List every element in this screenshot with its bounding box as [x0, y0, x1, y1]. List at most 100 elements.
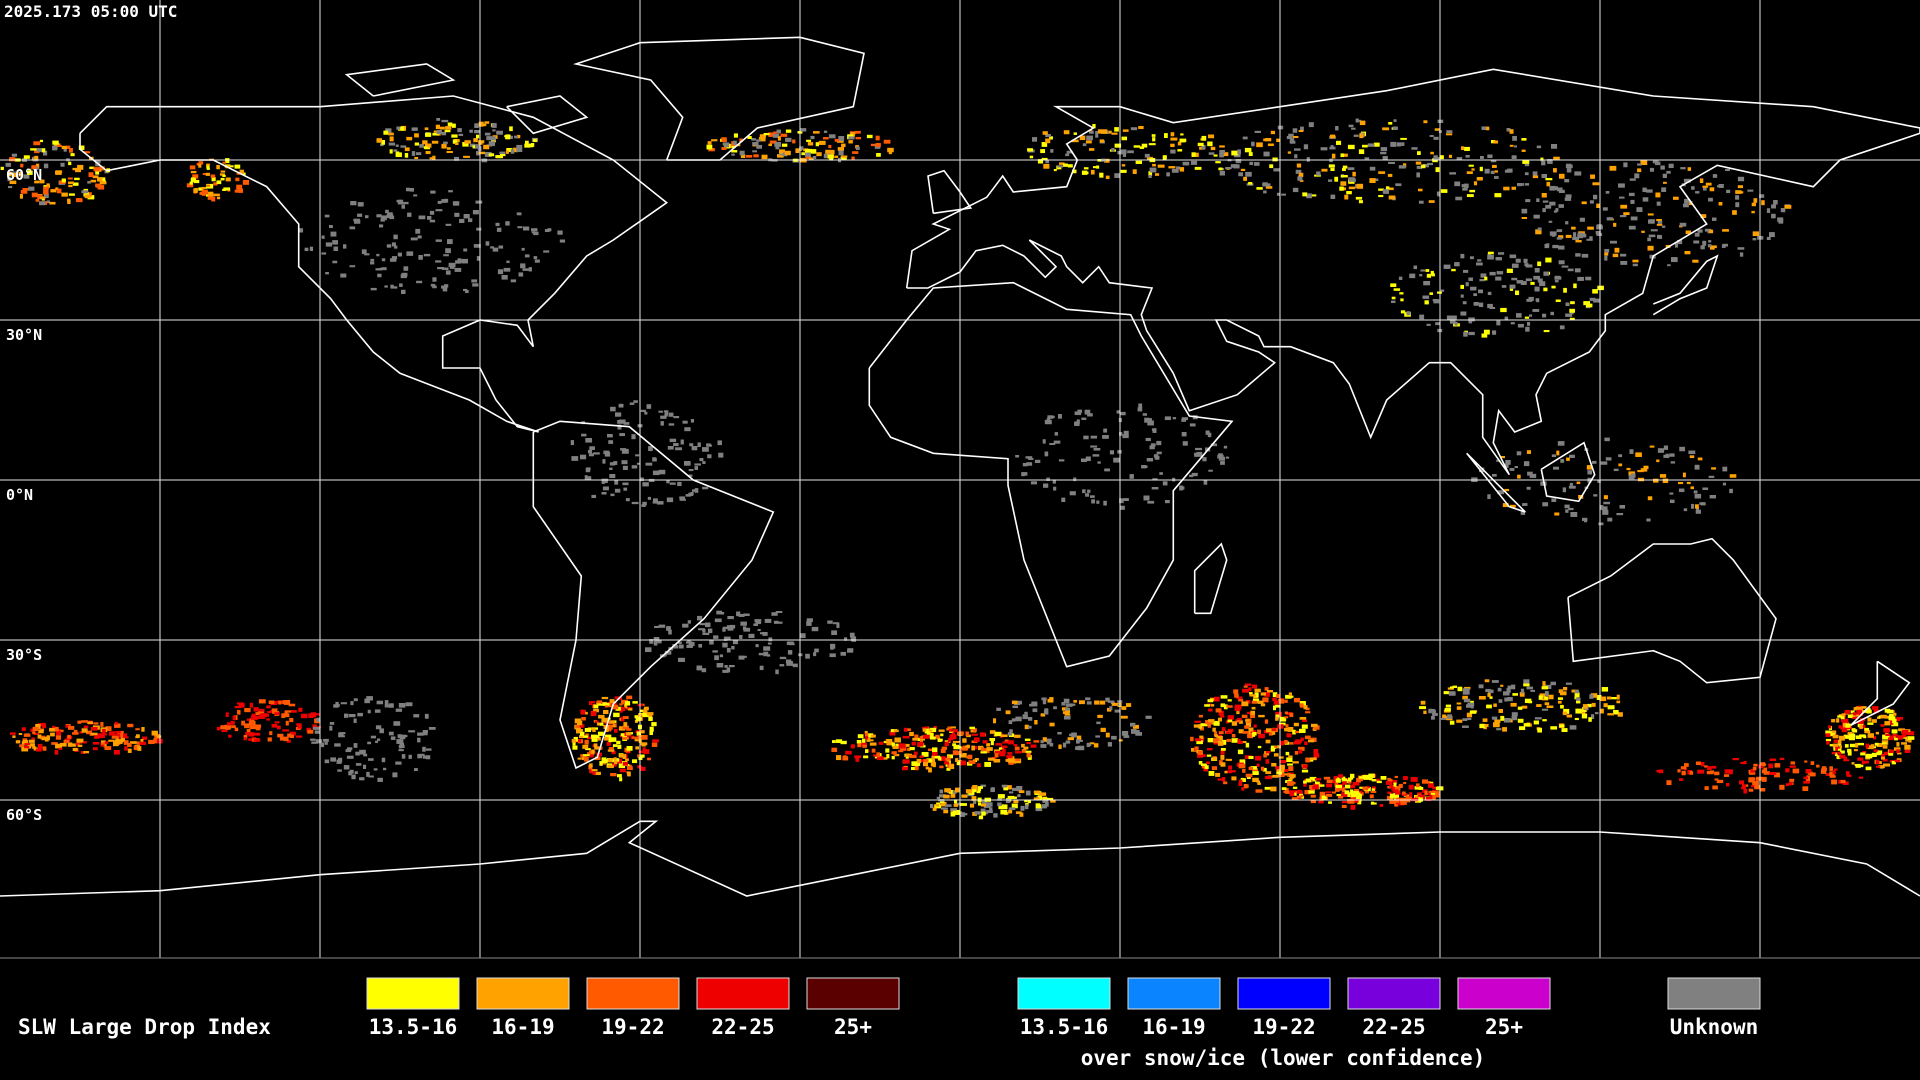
- precip-pixel: [1490, 170, 1495, 175]
- precip-pixel: [1041, 697, 1047, 701]
- precip-pixel: [1203, 479, 1208, 485]
- precip-pixel: [1726, 189, 1731, 194]
- precip-pixel: [1642, 197, 1649, 202]
- precip-pixel: [591, 737, 598, 742]
- precip-pixel: [828, 144, 832, 149]
- precip-pixel: [268, 700, 275, 705]
- precip-pixel: [1231, 738, 1239, 743]
- precip-pixel: [682, 420, 688, 424]
- precip-pixel: [1843, 759, 1850, 762]
- precip-pixel: [1230, 164, 1237, 168]
- precip-pixel: [370, 735, 376, 739]
- precip-pixel: [388, 142, 396, 146]
- precip-pixel: [1004, 739, 1009, 743]
- precip-pixel: [1118, 739, 1123, 742]
- precip-pixel: [1876, 743, 1883, 747]
- precip-pixel: [705, 622, 711, 628]
- precip-pixel: [423, 253, 431, 257]
- precip-pixel: [949, 734, 955, 739]
- precip-pixel: [1571, 689, 1578, 693]
- precip-pixel: [1225, 770, 1233, 774]
- precip-pixel: [1565, 302, 1570, 307]
- precip-pixel: [811, 626, 819, 632]
- precip-pixel: [1487, 303, 1493, 309]
- precip-pixel: [617, 424, 622, 430]
- precip-pixel: [246, 718, 252, 721]
- precip-pixel: [938, 757, 942, 761]
- precip-pixel: [115, 738, 119, 741]
- precip-pixel: [1391, 296, 1396, 300]
- precip-pixel: [669, 438, 677, 443]
- precip-pixel: [343, 244, 347, 249]
- precip-pixel: [285, 720, 289, 726]
- precip-pixel: [7, 176, 12, 182]
- precip-pixel: [50, 732, 55, 737]
- precip-pixel: [230, 720, 235, 725]
- precip-pixel: [1012, 759, 1017, 764]
- precip-pixel: [1500, 684, 1504, 687]
- precip-pixel: [244, 723, 250, 729]
- precip-pixel: [1864, 727, 1870, 731]
- precip-pixel: [1111, 735, 1117, 740]
- precip-pixel: [1619, 505, 1625, 509]
- precip-pixel: [304, 247, 309, 252]
- precip-pixel: [579, 731, 585, 736]
- precip-pixel: [1394, 802, 1399, 807]
- precip-pixel: [654, 639, 662, 644]
- precip-pixel: [1079, 135, 1086, 141]
- precip-pixel: [1487, 154, 1493, 158]
- precip-pixel: [1221, 727, 1226, 731]
- precip-pixel: [925, 766, 929, 770]
- precip-pixel: [1197, 750, 1204, 755]
- precip-pixel: [472, 283, 479, 287]
- precip-pixel: [1040, 744, 1047, 748]
- precip-pixel: [1218, 167, 1223, 171]
- precip-pixel: [1049, 722, 1055, 727]
- precip-pixel: [682, 623, 689, 628]
- precip-pixel: [1084, 409, 1091, 415]
- precip-pixel: [22, 740, 29, 744]
- precip-pixel: [1030, 481, 1038, 485]
- precip-pixel: [1686, 481, 1691, 485]
- precip-pixel: [1042, 737, 1047, 742]
- precip-pixel: [739, 635, 743, 639]
- precip-pixel: [1390, 141, 1397, 147]
- precip-pixel: [779, 656, 787, 660]
- precip-pixel: [1330, 134, 1336, 139]
- precip-pixel: [99, 177, 106, 182]
- precip-pixel: [1265, 759, 1270, 764]
- precip-pixel: [1725, 168, 1731, 172]
- precip-pixel: [471, 279, 478, 283]
- precip-pixel: [1462, 718, 1468, 722]
- precip-pixel: [841, 143, 846, 148]
- precip-pixel: [1241, 787, 1245, 791]
- precip-pixel: [1882, 745, 1888, 749]
- precip-pixel: [971, 745, 976, 751]
- precip-pixel: [883, 139, 891, 144]
- precip-pixel: [854, 755, 862, 759]
- precip-pixel: [944, 788, 952, 793]
- precip-pixel: [1198, 714, 1203, 718]
- precip-pixel: [42, 723, 47, 729]
- precip-pixel: [1662, 173, 1667, 179]
- precip-pixel: [1637, 470, 1644, 473]
- precip-pixel: [1708, 240, 1712, 243]
- precip-pixel: [775, 146, 780, 150]
- precip-pixel: [1883, 751, 1889, 756]
- precip-pixel: [989, 738, 996, 741]
- precip-pixel: [476, 151, 481, 156]
- precip-pixel: [1392, 799, 1396, 803]
- precip-pixel: [1747, 189, 1754, 192]
- precip-pixel: [1851, 728, 1856, 732]
- precip-pixel: [1889, 714, 1894, 718]
- precip-pixel: [917, 742, 924, 747]
- precip-pixel: [1049, 443, 1056, 446]
- precip-pixel: [1665, 453, 1669, 459]
- precip-pixel: [445, 270, 451, 275]
- precip-pixel: [1865, 709, 1871, 713]
- precip-pixel: [679, 496, 685, 500]
- precip-pixel: [1560, 459, 1565, 463]
- precip-pixel: [990, 787, 995, 793]
- precip-pixel: [1289, 782, 1296, 785]
- precip-pixel: [1656, 459, 1660, 463]
